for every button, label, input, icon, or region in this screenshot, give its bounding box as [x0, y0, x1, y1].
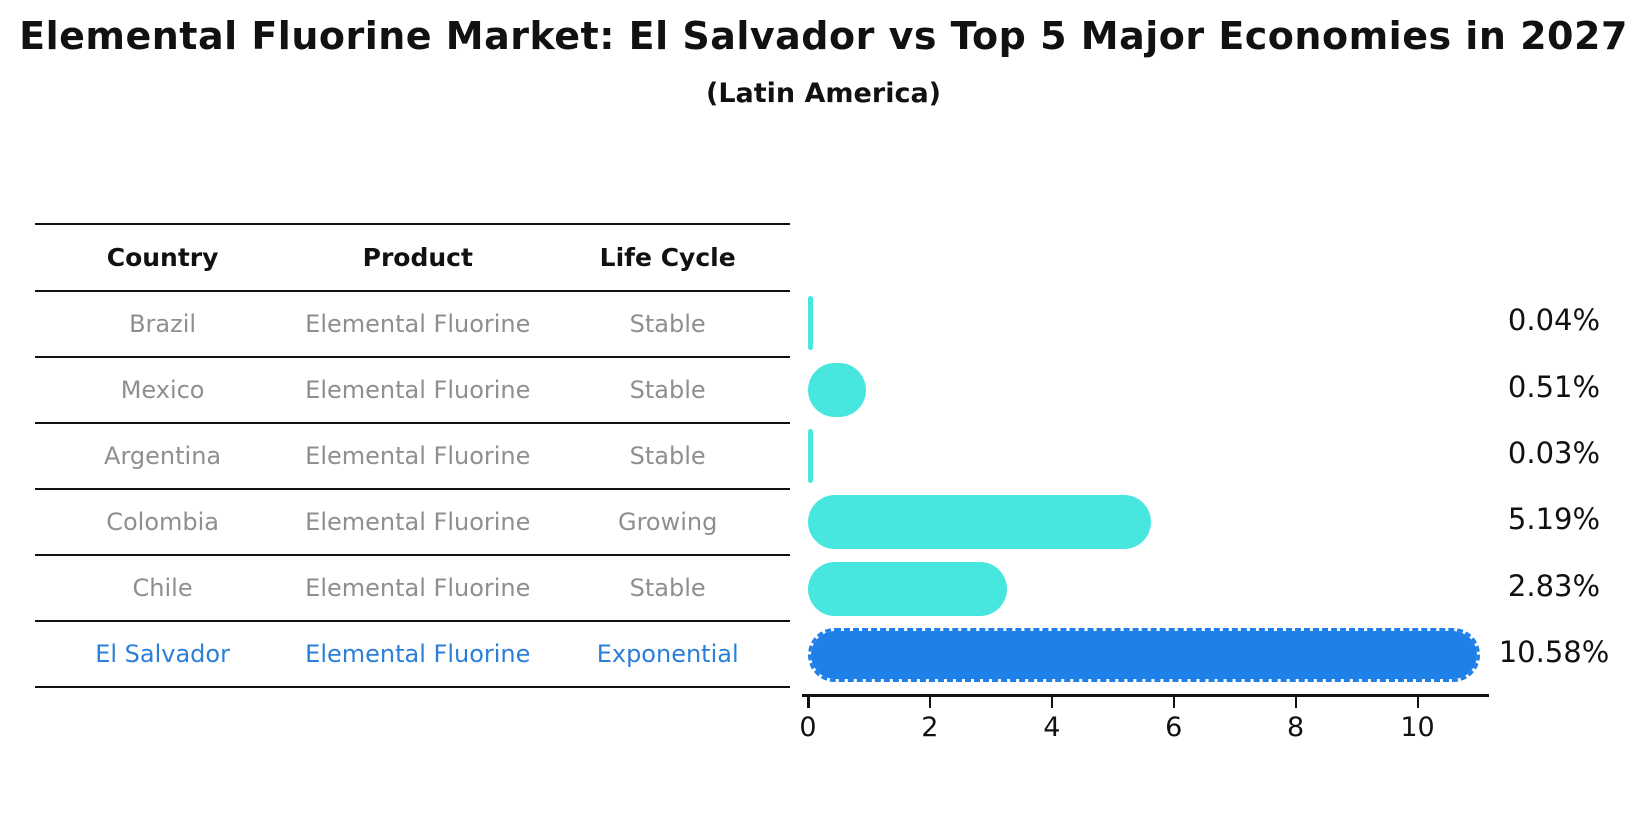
table-cell-life-cycle: Stable — [629, 310, 706, 338]
bar-chile — [808, 561, 1008, 616]
table-cell-life-cycle: Stable — [629, 574, 706, 602]
bar-el-salvador — [808, 627, 1480, 682]
x-axis-tick — [928, 696, 932, 708]
x-axis-tick-label: 8 — [1287, 712, 1305, 743]
table-row: Mexico Elemental Fluorine Stable — [35, 356, 790, 422]
bar-value-label: 0.03% — [1507, 435, 1601, 470]
table-row: Argentina Elemental Fluorine Stable — [35, 422, 790, 488]
x-axis-tick-label: 2 — [921, 712, 939, 743]
table-cell-product: Elemental Fluorine — [305, 574, 531, 602]
table-cell-product: Elemental Fluorine — [305, 508, 531, 536]
x-axis-tick-label: 6 — [1165, 712, 1183, 743]
table-cell-life-cycle: Growing — [617, 508, 718, 536]
table-header-row: Country Product Life Cycle — [35, 223, 790, 290]
x-axis-tick — [807, 696, 810, 708]
bar-value-label: 10.58% — [1498, 634, 1610, 669]
table-cell-product: Elemental Fluorine — [305, 310, 531, 338]
table-cell-product: Elemental Fluorine — [305, 442, 531, 470]
chart-subtitle: (Latin America) — [705, 78, 942, 109]
table-cell-product: Elemental Fluorine — [305, 640, 531, 668]
bar-value-label: 2.83% — [1507, 568, 1601, 603]
table-cell-country: Brazil — [129, 310, 197, 338]
bar-argentina — [808, 428, 813, 483]
bar-value-label: 0.51% — [1507, 369, 1601, 404]
table-header-product: Product — [362, 243, 473, 272]
table-cell-product: Elemental Fluorine — [305, 376, 531, 404]
table-cell-country: Mexico — [120, 376, 205, 404]
x-axis-tick — [1172, 696, 1176, 708]
x-axis-tick — [1294, 696, 1298, 708]
table-cell-life-cycle: Exponential — [596, 640, 739, 668]
table-row: Colombia Elemental Fluorine Growing — [35, 488, 790, 554]
table-cell-life-cycle: Stable — [629, 442, 706, 470]
bar-value-label: 0.04% — [1507, 303, 1601, 338]
table-cell-country: Colombia — [106, 508, 219, 536]
x-axis-tick-label: 10 — [1400, 712, 1435, 743]
country-table: Country Product Life Cycle Brazil Element… — [35, 223, 790, 688]
table-cell-country: Argentina — [104, 442, 222, 470]
table-cell-country: El Salvador — [95, 640, 230, 668]
table-row: El Salvador Elemental Fluorine Exponential — [35, 620, 790, 688]
bar-mexico — [808, 362, 867, 417]
x-axis-tick — [1050, 696, 1054, 708]
bar-brazil — [808, 296, 813, 351]
table-cell-country: Chile — [132, 574, 193, 602]
bar-value-label: 5.19% — [1507, 502, 1601, 537]
table-header-life-cycle: Life Cycle — [599, 243, 736, 272]
x-axis-tick-label: 0 — [799, 712, 817, 743]
x-axis-tick-label: 4 — [1043, 712, 1061, 743]
x-axis-line — [802, 694, 1489, 697]
table-row: Brazil Elemental Fluorine Stable — [35, 290, 790, 356]
x-axis-tick — [1416, 696, 1419, 708]
table-header-country: Country — [106, 243, 219, 272]
table-cell-life-cycle: Stable — [629, 376, 706, 404]
table-row: Chile Elemental Fluorine Stable — [35, 554, 790, 620]
chart-title: Elemental Fluorine Market: El Salvador v… — [19, 14, 1628, 58]
bar-colombia — [808, 495, 1152, 550]
